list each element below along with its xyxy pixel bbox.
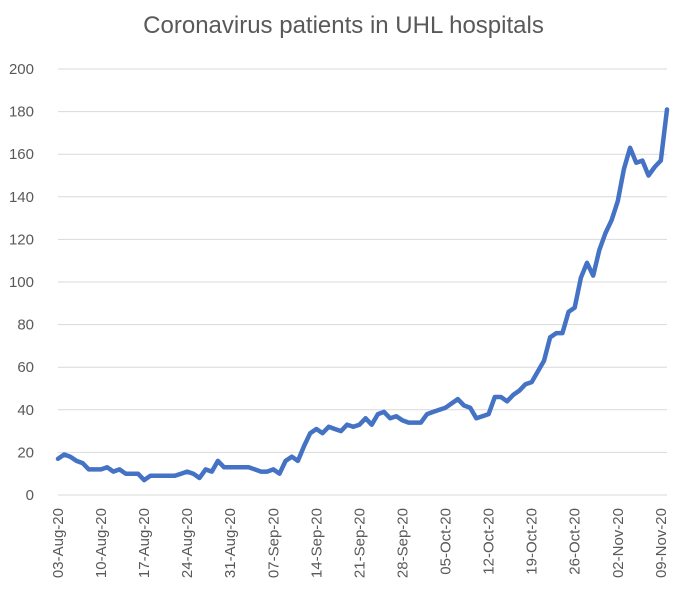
y-tick-label: 100: [9, 274, 34, 291]
y-tick-label: 20: [17, 444, 34, 461]
series-line-0: [55, 107, 670, 483]
x-tick-label: 12-Oct-20: [481, 508, 498, 575]
y-tick-label: 200: [9, 61, 34, 78]
x-tick-label: 10-Aug-20: [93, 508, 110, 578]
x-tick-label: 02-Nov-20: [610, 508, 627, 578]
x-tick-label: 28-Sep-20: [394, 508, 411, 578]
x-tick-label: 17-Aug-20: [136, 508, 153, 578]
chart-title: Coronavirus patients in UHL hospitals: [143, 12, 544, 39]
y-tick-label: 60: [17, 359, 34, 376]
x-tick-label: 03-Aug-20: [50, 508, 67, 578]
y-axis-tick-labels: 0 20 40 60 80 100 120 140 160 180 200: [9, 61, 34, 504]
x-tick-label: 14-Sep-20: [308, 508, 325, 578]
x-tick-label: 26-Oct-20: [567, 508, 584, 575]
x-tick-label: 24-Aug-20: [179, 508, 196, 578]
y-tick-label: 160: [9, 146, 34, 163]
x-tick-label: 31-Aug-20: [222, 508, 239, 578]
y-tick-label: 40: [17, 402, 34, 419]
series-layer: [55, 107, 670, 483]
y-tick-label: 180: [9, 104, 34, 121]
x-tick-label: 19-Oct-20: [524, 508, 541, 575]
x-tick-label: 07-Sep-20: [265, 508, 282, 578]
y-tick-label: 0: [26, 487, 34, 504]
x-axis-tick-labels: 03-Aug-20 10-Aug-20 17-Aug-20 24-Aug-20 31-A…: [50, 508, 670, 578]
x-tick-label: 05-Oct-20: [438, 508, 455, 575]
x-tick-label: 21-Sep-20: [351, 508, 368, 578]
x-tick-label: 09-Nov-20: [653, 508, 670, 578]
y-tick-label: 120: [9, 231, 34, 248]
y-tick-label: 80: [17, 317, 34, 334]
grid-lines: [58, 68, 667, 453]
y-tick-label: 140: [9, 189, 34, 206]
